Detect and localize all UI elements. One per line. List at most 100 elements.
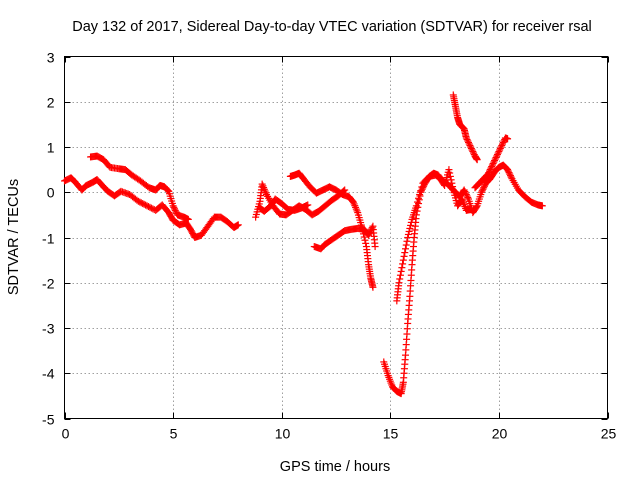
data-point <box>480 184 488 192</box>
data-point <box>396 271 404 279</box>
data-point <box>499 138 507 146</box>
data-point <box>402 245 410 253</box>
data-point <box>538 202 546 210</box>
data-point <box>487 164 495 172</box>
data-point <box>466 141 474 149</box>
data-point <box>395 279 403 287</box>
data-point <box>488 161 496 169</box>
data-point <box>369 283 377 291</box>
data-point <box>497 143 505 151</box>
data-point <box>413 198 421 206</box>
data-point <box>504 135 512 143</box>
data-point <box>404 230 412 238</box>
data-point <box>493 152 501 160</box>
data-point <box>440 180 448 188</box>
x-tick-label: 5 <box>170 426 178 442</box>
data-point <box>496 145 504 153</box>
data-point <box>506 170 514 178</box>
data-point <box>488 163 496 171</box>
data-point <box>460 186 468 194</box>
data-point <box>470 149 478 157</box>
data-point <box>484 170 492 178</box>
series-track-10 <box>471 134 512 192</box>
data-point <box>365 230 373 238</box>
chart-title: Day 132 of 2017, Sidereal Day-to-day VTE… <box>72 19 592 35</box>
data-point <box>505 169 513 177</box>
data-point <box>462 134 470 142</box>
series-track-4 <box>256 195 312 215</box>
data-point <box>402 241 410 249</box>
data-point <box>404 234 412 241</box>
data-point <box>468 146 476 154</box>
data-point <box>448 179 456 187</box>
data-point <box>397 267 405 275</box>
data-point <box>469 148 477 156</box>
y-tick-label: -5 <box>42 412 55 428</box>
data-point <box>464 194 472 202</box>
y-tick-label: 3 <box>47 50 55 66</box>
data-point <box>506 172 514 180</box>
tick-labels: 0 5 10 15 20 25 -5 -4 -3 -2 -1 0 1 2 3 <box>42 50 616 442</box>
data-point <box>472 203 480 211</box>
data-point <box>412 202 420 210</box>
data-point <box>485 167 493 175</box>
data-point <box>449 183 457 191</box>
data-point <box>486 166 494 174</box>
data-point <box>361 236 369 244</box>
data-point <box>405 227 413 235</box>
data-point <box>398 264 406 272</box>
data-point <box>304 201 312 209</box>
data-point <box>491 157 499 165</box>
data-point <box>171 205 179 213</box>
data-point <box>478 187 486 195</box>
y-tick-label: 1 <box>47 140 55 156</box>
series-track-2 <box>87 152 192 223</box>
data-point <box>485 169 493 177</box>
data-point <box>406 224 414 232</box>
data-point <box>407 218 415 226</box>
y-tick-label: -4 <box>42 366 55 382</box>
data-point <box>418 183 426 191</box>
data-point <box>480 182 488 190</box>
data-point <box>490 158 498 166</box>
data-point <box>445 166 453 174</box>
data-point <box>415 194 423 202</box>
data-point <box>467 205 475 213</box>
data-point <box>401 249 409 257</box>
data-point <box>446 172 454 180</box>
data-point <box>462 191 470 199</box>
data-point <box>498 141 506 149</box>
data-point <box>416 191 424 199</box>
data-point <box>362 239 370 247</box>
data-point <box>463 135 471 143</box>
data-point <box>462 189 470 197</box>
data-point <box>169 202 177 210</box>
data-point <box>163 186 171 194</box>
data-point <box>492 154 500 162</box>
data-point <box>504 166 512 174</box>
data-point <box>493 151 501 159</box>
data-point <box>479 185 487 193</box>
data-point <box>489 160 497 168</box>
series-track-6 <box>310 222 379 253</box>
data-points <box>61 91 546 398</box>
data-point <box>417 187 425 195</box>
data-point <box>184 215 192 223</box>
data-point <box>171 206 179 214</box>
y-tick-label: -3 <box>42 321 55 337</box>
data-point <box>478 188 486 196</box>
series-track-8 <box>393 166 475 305</box>
data-point <box>467 143 475 151</box>
plot-frame <box>64 56 608 419</box>
y-tick-label: 0 <box>47 185 55 201</box>
x-tick-label: 20 <box>492 426 508 442</box>
y-axis-label: SDTVAR / TECUs <box>6 179 22 295</box>
data-point <box>461 187 469 195</box>
data-point <box>464 138 472 146</box>
data-point <box>504 167 512 175</box>
data-point <box>491 155 499 163</box>
data-point <box>396 275 404 283</box>
data-point <box>465 140 473 148</box>
data-point <box>403 237 411 245</box>
